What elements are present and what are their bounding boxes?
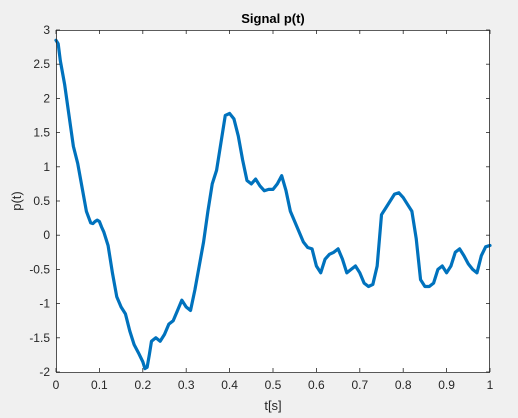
y-tick-label: 3 <box>43 23 50 37</box>
x-axis-label: t[s] <box>264 398 281 413</box>
plot-area <box>56 30 490 372</box>
series-line-1 <box>54 38 492 371</box>
y-tick-label: 1 <box>43 160 50 174</box>
x-tick-label: 0.9 <box>438 378 455 392</box>
y-axis-label: p(t) <box>9 191 24 211</box>
y-ticks: -2 -1.5 -1 -0.5 0 0.5 1 1.5 2 2.5 3 <box>29 23 490 379</box>
y-tick-label: 1.5 <box>33 126 50 140</box>
y-tick-label: -1.5 <box>29 331 50 345</box>
x-tick-label: 1 <box>487 378 494 392</box>
x-tick-label: 0.6 <box>308 378 325 392</box>
x-tick-label: 0.2 <box>134 378 151 392</box>
x-tick-label: 0.5 <box>265 378 282 392</box>
x-tick-label: 0 <box>53 378 60 392</box>
y-tick-label: 0.5 <box>33 194 50 208</box>
x-tick-label: 0.4 <box>221 378 238 392</box>
data-series-layer <box>54 38 492 371</box>
x-tick-label: 0.3 <box>178 378 195 392</box>
x-tick-label: 0.7 <box>351 378 368 392</box>
y-tick-label: -2 <box>39 365 50 379</box>
x-tick-label: 0.1 <box>91 378 108 392</box>
y-tick-label: -0.5 <box>29 262 50 276</box>
y-tick-label: 2.5 <box>33 57 50 71</box>
chart-title: Signal p(t) <box>241 11 305 26</box>
x-ticks: 0 0.1 0.2 0.3 0.4 0.5 0.6 0.7 0.8 0.9 1 <box>53 30 494 392</box>
x-tick-label: 0.8 <box>395 378 412 392</box>
y-tick-label: 2 <box>43 91 50 105</box>
y-tick-label: -1 <box>39 297 50 311</box>
y-tick-label: 0 <box>43 228 50 242</box>
